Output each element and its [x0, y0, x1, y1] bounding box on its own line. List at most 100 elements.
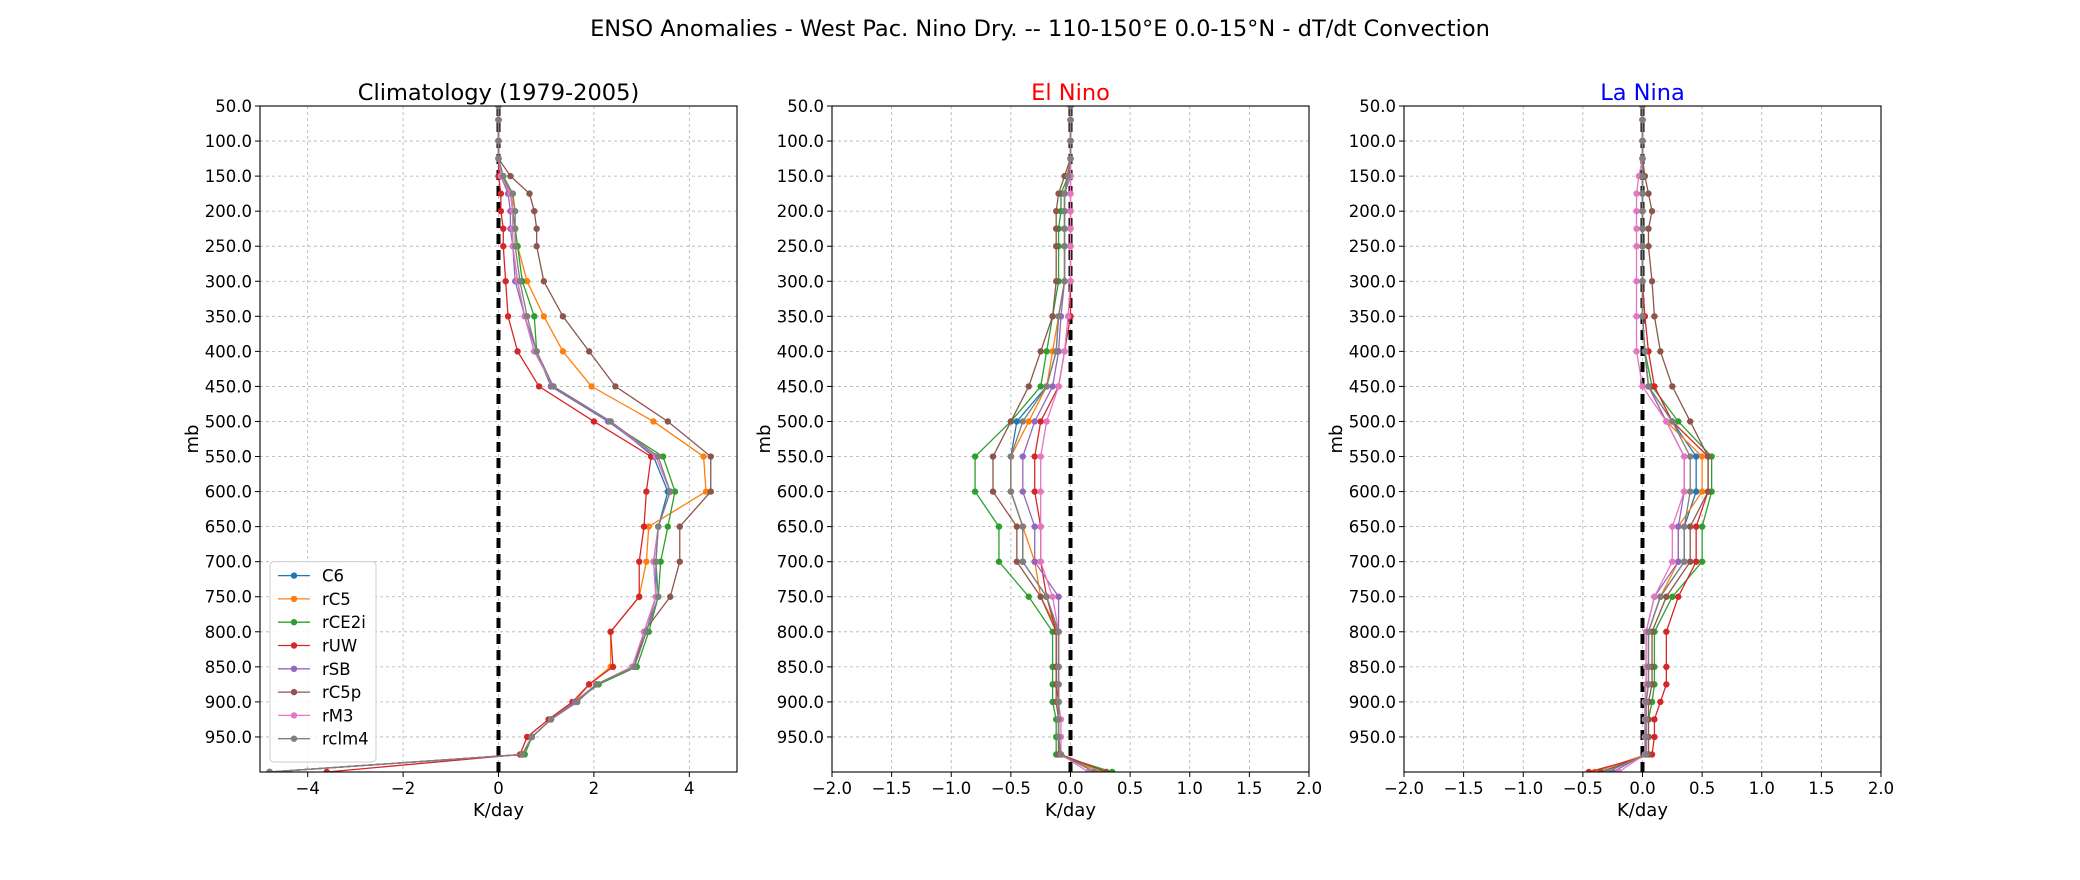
y-tick-label: 950.0	[205, 728, 252, 747]
data-point-rM3	[1669, 523, 1676, 530]
data-point-rclm4	[1061, 225, 1068, 232]
y-tick-label: 150.0	[1349, 167, 1396, 186]
y-tick-label: 950.0	[777, 728, 824, 747]
data-point-rM3	[1061, 348, 1068, 355]
legend-box	[269, 561, 377, 763]
data-point-rUW	[514, 348, 521, 355]
data-point-rUW	[1037, 418, 1044, 425]
data-point-rC5p	[1055, 190, 1062, 197]
data-point-rclm4	[509, 190, 517, 197]
data-point-rclm4	[1642, 716, 1650, 723]
data-point-rC5p	[664, 418, 672, 425]
data-point-rC5p	[707, 453, 714, 460]
data-point-rclm4	[574, 698, 581, 706]
data-point-rC5p	[1052, 207, 1060, 215]
data-point-rC5p	[1669, 383, 1676, 390]
data-point-rclm4	[1007, 488, 1015, 495]
series-layer	[266, 106, 714, 772]
data-point-rUW	[504, 313, 512, 320]
data-point-rC5	[1698, 488, 1706, 495]
y-tick-label: 700.0	[205, 553, 252, 572]
x-tick-label: 0	[493, 779, 504, 798]
x-tick-label: −2	[391, 779, 415, 798]
data-point-rCE2i	[659, 453, 667, 460]
y-tick-label: 550.0	[1349, 448, 1396, 467]
data-point-rclm4	[1639, 137, 1646, 145]
y-tick-label: 750.0	[777, 588, 824, 607]
data-point-rC5	[645, 523, 652, 530]
data-point-rclm4	[1052, 348, 1060, 355]
y-tick-label: 800.0	[205, 623, 252, 642]
x-tick-label: 1.5	[1808, 779, 1834, 798]
data-point-rclm4	[607, 418, 614, 425]
data-point-rclm4	[631, 663, 638, 671]
data-point-rC5p	[1645, 225, 1652, 232]
panel-title: El Nino	[1031, 80, 1110, 106]
panel-title: La Nina	[1600, 80, 1685, 106]
data-point-rUW	[640, 523, 648, 530]
data-point-rC5p	[533, 225, 540, 232]
y-tick-label: 550.0	[205, 448, 252, 467]
y-tick-label: 900.0	[1349, 693, 1396, 712]
data-point-rclm4	[652, 558, 660, 565]
x-tick-label: −1.0	[931, 779, 971, 798]
data-point-rC5p	[1687, 418, 1694, 425]
data-point-rC5p	[1651, 313, 1658, 320]
data-point-rUW	[535, 383, 543, 390]
legend-label: rUW	[322, 637, 357, 656]
data-point-rclm4	[1019, 558, 1026, 565]
data-point-rM3	[1067, 207, 1074, 215]
chart-panel-3: −2.0 −1.5 −1.0 −0.5 0.0 0.5 1.0 1.5 2.0 50.0 100.0…	[1326, 80, 1894, 821]
data-point-rM3	[1681, 453, 1688, 460]
data-point-rC5p	[1049, 313, 1056, 320]
y-tick-label: 200.0	[777, 202, 824, 221]
y-tick-label: 350.0	[777, 307, 824, 326]
y-tick-label: 850.0	[1349, 658, 1396, 677]
series-layer	[1585, 106, 1715, 772]
data-point-rSB	[1019, 488, 1026, 495]
x-tick-label: 1.5	[1236, 779, 1262, 798]
x-tick-label: 2.0	[1296, 779, 1322, 798]
data-point-rSB	[1049, 383, 1056, 390]
x-tick-label: 0.0	[1629, 779, 1655, 798]
data-point-rclm4	[495, 137, 502, 145]
y-tick-label: 850.0	[205, 658, 252, 677]
chart-panel-2: −2.0 −1.5 −1.0 −0.5 0.0 0.5 1.0 1.5 2.0 50.0 100.0…	[754, 80, 1322, 821]
data-point-rSB	[1031, 558, 1038, 565]
data-point-rC5	[588, 383, 595, 390]
y-tick-label: 350.0	[205, 307, 252, 326]
y-tick-label: 300.0	[777, 272, 824, 291]
data-point-rclm4	[266, 768, 273, 772]
data-point-C6	[1692, 453, 1700, 460]
y-tick-label: 300.0	[1349, 272, 1396, 291]
data-point-rCE2i	[1669, 593, 1676, 600]
y-tick-label: 700.0	[777, 553, 824, 572]
data-point-rC5p	[1704, 453, 1712, 460]
data-point-rC5p	[533, 243, 540, 250]
data-point-rC5p	[1645, 190, 1652, 197]
data-point-rC5p	[1025, 383, 1032, 390]
data-point-rUW	[643, 488, 650, 495]
data-point-rclm4	[1064, 172, 1072, 180]
data-point-rM3	[1064, 313, 1072, 320]
data-point-rSB	[1031, 523, 1038, 530]
data-point-rC5p	[585, 348, 593, 355]
data-point-rclm4	[1057, 751, 1065, 758]
data-point-rSB	[1031, 418, 1038, 425]
y-tick-label: 50.0	[787, 97, 824, 116]
data-point-rM3	[1633, 313, 1640, 320]
data-point-rM3	[1037, 453, 1044, 460]
data-point-rC5p	[676, 523, 683, 530]
data-point-rclm4	[1639, 225, 1646, 232]
y-tick-label: 600.0	[777, 483, 824, 502]
data-point-rCE2i	[995, 523, 1003, 530]
data-point-rUW	[585, 681, 593, 688]
y-tick-label: 250.0	[205, 237, 252, 256]
data-point-rclm4	[1055, 716, 1062, 723]
data-point-rCE2i	[1025, 593, 1032, 600]
data-point-rclm4	[1055, 313, 1062, 320]
data-point-rCE2i	[995, 558, 1003, 565]
data-point-rclm4	[1641, 348, 1649, 355]
data-point-rM3	[1037, 523, 1044, 530]
y-tick-label: 750.0	[1349, 588, 1396, 607]
